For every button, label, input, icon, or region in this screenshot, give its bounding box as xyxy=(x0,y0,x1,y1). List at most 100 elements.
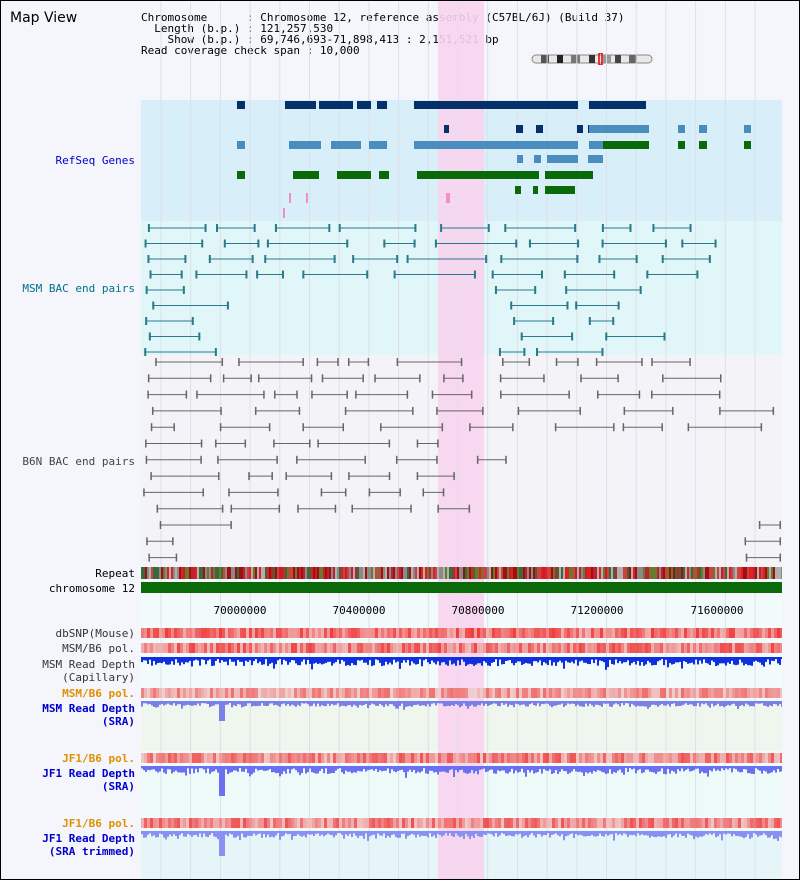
depth-bar xyxy=(721,701,723,706)
depth-bar xyxy=(403,766,405,773)
track-label-msm-bac[interactable]: MSM BAC end pairs xyxy=(22,282,135,295)
repeat-segment xyxy=(491,567,493,579)
heat-cell xyxy=(672,643,675,653)
repeat-track[interactable] xyxy=(141,567,782,579)
repeat-segment xyxy=(781,567,782,579)
heat-cell xyxy=(177,628,180,638)
heat-cell xyxy=(498,628,501,638)
gene-exon xyxy=(588,155,603,163)
track-label-b6n-bac[interactable]: B6N BAC end pairs xyxy=(22,455,135,468)
depth-bar xyxy=(285,657,287,662)
heat-cell xyxy=(381,753,384,763)
heat-cell xyxy=(618,688,621,698)
repeat-segment xyxy=(765,567,767,579)
depth-bar xyxy=(199,766,201,769)
heat-cell xyxy=(426,818,429,828)
bac-end xyxy=(641,358,643,366)
depth-bar xyxy=(353,701,355,705)
track-label-chromosome[interactable]: chromosome 12 xyxy=(48,582,135,595)
track-label-jf1-depth-sra[interactable]: JF1 Read Depth xyxy=(42,767,135,780)
depth-bar xyxy=(361,701,363,706)
depth-bar xyxy=(765,766,767,772)
depth-bar xyxy=(753,701,755,707)
depth-bar xyxy=(567,701,569,704)
depth-bar xyxy=(467,657,469,665)
depth-bar xyxy=(333,701,335,706)
depth-bar xyxy=(489,701,491,705)
repeat-segment xyxy=(423,567,425,579)
genome-tracks-canvas[interactable]: 70000000 70400000 70800000 71200000 7160… xyxy=(141,1,782,879)
track-label-jf1-b6-pol-1[interactable]: JF1/B6 pol. xyxy=(62,752,135,765)
depth-bar xyxy=(665,766,667,775)
depth-bar xyxy=(659,657,661,661)
heat-cell xyxy=(336,688,339,698)
heat-cell xyxy=(759,628,762,638)
depth-bar xyxy=(211,657,213,666)
gene-exon xyxy=(545,171,593,179)
chromosome-bar[interactable] xyxy=(141,582,782,593)
depth-bar xyxy=(741,766,743,773)
b6n-bac-track[interactable] xyxy=(143,358,781,578)
repeat-segment xyxy=(297,567,299,579)
bac-end xyxy=(268,423,271,432)
heat-cell xyxy=(471,818,474,828)
bac-end xyxy=(580,374,582,383)
depth-bar xyxy=(231,657,233,662)
track-label-dbsnp[interactable]: dbSNP(Mouse) xyxy=(55,627,135,640)
track-label-refseq[interactable]: RefSeq Genes xyxy=(55,154,135,167)
depth-bar xyxy=(705,657,707,663)
track-label-jf1-b6-pol-2[interactable]: JF1/B6 pol. xyxy=(62,817,135,830)
depth-bar xyxy=(567,657,569,663)
bac-end xyxy=(149,270,152,279)
heat-cell xyxy=(744,688,747,698)
depth-bar xyxy=(765,657,767,662)
bac-end xyxy=(623,406,626,415)
repeat-segment xyxy=(431,567,433,579)
depth-bar xyxy=(651,657,653,666)
heat-cell xyxy=(468,818,471,828)
depth-bar xyxy=(651,701,653,705)
depth-bar xyxy=(219,831,221,856)
depth-bar xyxy=(365,766,367,772)
depth-bar xyxy=(525,766,527,777)
repeat-segment xyxy=(567,567,569,579)
depth-bar xyxy=(747,831,749,835)
refseq-gene-track[interactable] xyxy=(237,101,751,218)
heat-cell xyxy=(282,628,285,638)
heat-cell xyxy=(579,643,582,653)
depth-bar xyxy=(739,701,741,706)
depth-bar xyxy=(569,701,571,705)
heat-cell xyxy=(465,688,468,698)
track-label-msm-b6-pol-1[interactable]: MSM/B6 pol. xyxy=(62,642,135,655)
depth-bar xyxy=(643,657,645,666)
depth-bar xyxy=(317,701,319,704)
track-label-repeat[interactable]: Repeat xyxy=(95,567,135,580)
heat-cell xyxy=(504,628,507,638)
bac-end xyxy=(718,390,721,399)
repeat-segment xyxy=(169,567,171,579)
depth-bar xyxy=(463,701,465,704)
depth-bar xyxy=(495,701,497,704)
heat-tracks[interactable] xyxy=(141,628,782,828)
chromosome-ideogram[interactable] xyxy=(531,53,655,65)
track-label-msm-depth-cap[interactable]: MSM Read Depth xyxy=(42,658,135,671)
depth-bar xyxy=(745,701,747,704)
bac-end xyxy=(226,301,229,310)
depth-bar xyxy=(375,766,377,769)
track-label-jf1-depth-trim[interactable]: JF1 Read Depth xyxy=(42,832,135,845)
depth-bar xyxy=(247,701,249,704)
repeat-segment xyxy=(383,567,385,579)
bac-end xyxy=(523,348,526,356)
depth-bar xyxy=(443,766,445,772)
bac-end xyxy=(510,301,513,310)
track-label-msm-b6-pol-2[interactable]: MSM/B6 pol. xyxy=(62,687,135,700)
repeat-segment xyxy=(351,567,353,579)
depth-bar xyxy=(505,766,507,774)
depth-bar xyxy=(717,701,719,704)
msm-bac-track[interactable] xyxy=(144,224,717,356)
heat-cell xyxy=(666,643,669,653)
track-label-msm-depth-sra[interactable]: MSM Read Depth xyxy=(42,702,135,715)
depth-tracks[interactable] xyxy=(141,657,782,856)
heat-cell xyxy=(603,643,606,653)
bac-end xyxy=(218,472,220,481)
